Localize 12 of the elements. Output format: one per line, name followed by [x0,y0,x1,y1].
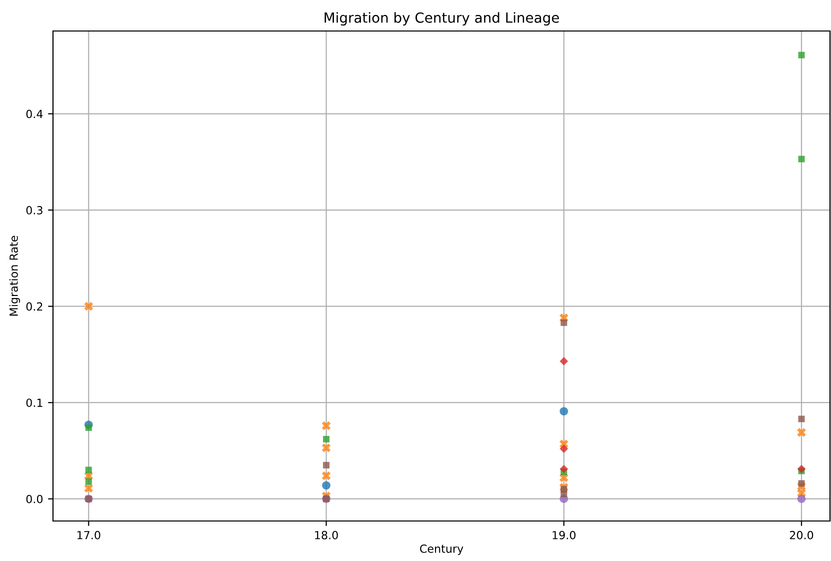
x-tick-label: 17.0 [77,530,100,540]
y-axis-title: Migration Rate [9,236,20,316]
x-axis-title: Century [420,544,464,556]
y-tick-label: 0.0 [26,494,43,504]
y-tick-label: 0.4 [26,110,43,118]
chart-title: Migration by Century and Lineage [324,12,559,26]
x-tick-label: 18.0 [315,530,338,540]
y-tick-label: 0.3 [26,206,42,214]
x-tick-label: 20.0 [790,530,814,540]
y-tick-label: 0.1 [26,398,42,407]
y-tick-label: 0.2 [26,302,42,311]
x-tick-label: 19.0 [552,530,576,540]
